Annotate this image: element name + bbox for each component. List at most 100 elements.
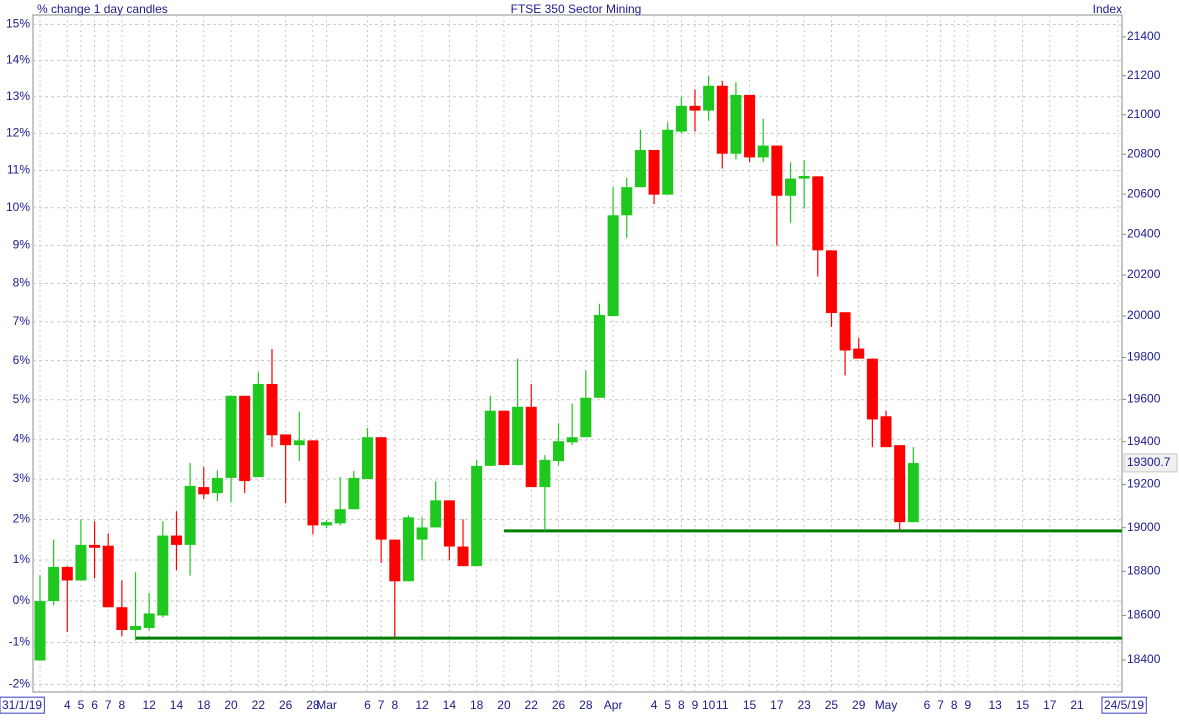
x-tick-label: 7 [105, 698, 112, 712]
candle-body [402, 517, 414, 582]
candle-body [170, 535, 182, 545]
candle-body [785, 178, 797, 196]
candle-body [102, 545, 114, 608]
x-tick-label: 5 [664, 698, 671, 712]
candle-body [484, 410, 496, 466]
y-tick-label: 12% [6, 126, 30, 140]
y-tick-label: 9% [13, 238, 31, 252]
candle-body [348, 477, 360, 510]
x-tick-label: 8 [678, 698, 685, 712]
x-tick-label: 17 [1043, 698, 1057, 712]
candle-body [211, 477, 223, 494]
y-tick-label: 11% [7, 163, 30, 177]
y2-tick-label: 18800 [1127, 563, 1161, 577]
candle-body [89, 544, 101, 548]
x-tick-label: 22 [252, 698, 266, 712]
y2-axis-label: Index [1093, 2, 1122, 16]
candle-body [539, 459, 551, 488]
x-tick-label: 15 [1016, 698, 1030, 712]
candle-body [389, 539, 401, 582]
candle-body [239, 395, 251, 482]
x-tick-label: 17 [770, 698, 784, 712]
y2-tick-label: 20200 [1127, 267, 1161, 281]
candle-body [621, 187, 633, 216]
y2-tick-label: 20800 [1127, 146, 1161, 160]
x-tick-label: 24/5/19 [1104, 698, 1144, 712]
x-tick-label: 14 [443, 698, 457, 712]
candle-body [116, 607, 128, 631]
candle-body [512, 406, 524, 466]
candle-body [498, 410, 510, 466]
candle-body [130, 625, 142, 631]
y2-tick-label: 19000 [1127, 520, 1161, 534]
y-tick-label: 7% [13, 314, 31, 328]
candle-body [334, 509, 346, 524]
candle-body [143, 613, 155, 628]
candle-body [866, 358, 878, 420]
candle-body [280, 434, 292, 446]
candle-body [798, 175, 810, 179]
x-tick-label: 22 [525, 698, 539, 712]
x-tick-label: 7 [378, 698, 385, 712]
candle-body [198, 487, 210, 495]
x-tick-label: 4 [651, 698, 658, 712]
y2-tick-label: 21200 [1127, 68, 1161, 82]
y-tick-label: 14% [6, 53, 30, 67]
x-tick-label: 14 [170, 698, 184, 712]
candle-body [744, 94, 756, 158]
x-tick-label: 31/1/19 [2, 698, 42, 712]
candle-body [853, 348, 865, 359]
candle-body [225, 395, 237, 478]
y-tick-label: 3% [13, 471, 31, 485]
candle-body [293, 440, 305, 446]
candle-body [593, 314, 605, 398]
y-tick-label: 10% [6, 200, 30, 214]
candle-body [184, 485, 196, 545]
x-tick-label: 20 [497, 698, 511, 712]
y2-tick-label: 20600 [1127, 186, 1161, 200]
candle-body [662, 129, 674, 195]
x-tick-label: 23 [797, 698, 811, 712]
candle-body [648, 150, 660, 195]
candle-body [61, 566, 73, 581]
candle-body [34, 601, 46, 661]
candle-body [716, 85, 728, 154]
x-tick-label: 10 [702, 698, 716, 712]
x-tick-label: 13 [989, 698, 1003, 712]
candle-body [75, 544, 87, 581]
y-tick-label: 15% [6, 16, 30, 30]
candle-body [880, 416, 892, 448]
candle-body [553, 441, 565, 462]
x-tick-box [0, 696, 45, 714]
x-tick-label: 4 [64, 698, 71, 712]
y2-tick-label: 19800 [1127, 350, 1161, 364]
chart-title: FTSE 350 Sector Mining [511, 2, 642, 16]
candle-body [471, 465, 483, 567]
x-tick-label: 9 [692, 698, 699, 712]
y2-tick-label: 18400 [1127, 652, 1161, 666]
y-tick-label: -2% [9, 677, 31, 691]
x-tick-label: 9 [965, 698, 972, 712]
x-tick-label: 29 [852, 698, 866, 712]
candle-body [825, 250, 837, 313]
x-tick-label: Apr [604, 698, 623, 712]
x-tick-label: May [875, 698, 898, 712]
last-value-box [1123, 453, 1178, 473]
y2-tick-label: 21400 [1127, 29, 1161, 43]
x-tick-label: 11 [716, 698, 729, 712]
candle-body [266, 384, 278, 436]
y-tick-label: 6% [13, 353, 31, 367]
candle-body [894, 445, 906, 523]
x-tick-label: 8 [391, 698, 398, 712]
candle-body [812, 176, 824, 251]
candle-body [675, 105, 687, 132]
y2-tick-label: 19400 [1127, 434, 1161, 448]
candle-body [430, 500, 442, 528]
candle-body [252, 384, 264, 478]
x-tick-label: 18 [470, 698, 484, 712]
candle-body [703, 85, 715, 111]
y-tick-label: 0% [13, 593, 31, 607]
candle-body [443, 500, 455, 547]
y-tick-label: 4% [13, 431, 31, 445]
